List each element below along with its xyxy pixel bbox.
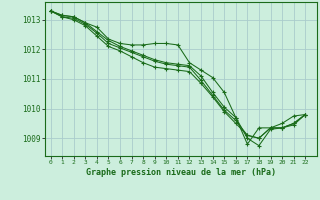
X-axis label: Graphe pression niveau de la mer (hPa): Graphe pression niveau de la mer (hPa): [86, 168, 276, 177]
